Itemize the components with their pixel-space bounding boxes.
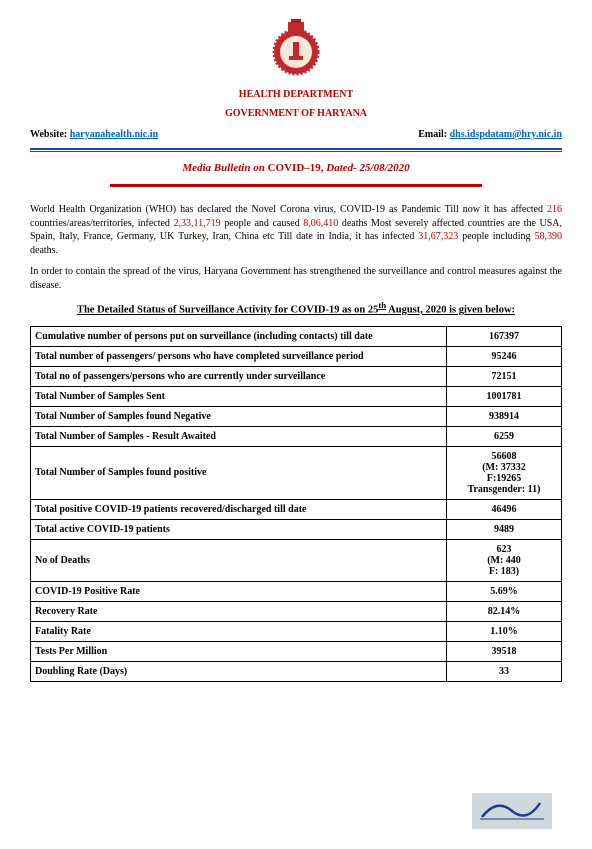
- divider-red: [110, 184, 482, 187]
- row-label: Total Number of Samples found Negative: [31, 406, 447, 426]
- row-value: 33: [447, 661, 562, 681]
- row-label: Tests Per Million: [31, 641, 447, 661]
- row-value: 1.10%: [447, 621, 562, 641]
- row-value: 6259: [447, 426, 562, 446]
- table-row: Cumulative number of persons put on surv…: [31, 326, 562, 346]
- row-value: 95246: [447, 346, 562, 366]
- divider-blue: [30, 148, 562, 152]
- row-label: Total Number of Samples found positive: [31, 446, 447, 499]
- table-row: Total Number of Samples found positive56…: [31, 446, 562, 499]
- bulletin-covid: COVID–19,: [268, 162, 327, 174]
- row-label: Cumulative number of persons put on surv…: [31, 326, 447, 346]
- table-row: Total active COVID-19 patients9489: [31, 519, 562, 539]
- heading-sup: th: [378, 300, 386, 310]
- row-label: Total Number of Samples Sent: [31, 386, 447, 406]
- intro-paragraph-1: World Health Organization (WHO) has decl…: [30, 203, 562, 257]
- bulletin-heading: Media Bulletin on COVID–19, Dated- 25/08…: [30, 162, 562, 174]
- row-label: Doubling Rate (Days): [31, 661, 447, 681]
- row-value: 5.69%: [447, 581, 562, 601]
- row-label: Total no of passengers/persons who are c…: [31, 366, 447, 386]
- signature-box: [472, 793, 552, 829]
- table-row: Doubling Rate (Days)33: [31, 661, 562, 681]
- website-label: Website:: [30, 129, 70, 140]
- table-row: Total Number of Samples found Negative93…: [31, 406, 562, 426]
- signature-icon: [472, 793, 552, 829]
- row-value: 167397: [447, 326, 562, 346]
- stat-infected-india: 31,67,323: [418, 231, 458, 242]
- intro-paragraph-2: In order to contain the spread of the vi…: [30, 265, 562, 292]
- table-row: COVID-19 Positive Rate5.69%: [31, 581, 562, 601]
- table-row: Total Number of Samples - Result Awaited…: [31, 426, 562, 446]
- stat-infected-global: 2,33,11,719: [174, 218, 221, 229]
- government-title: GOVERNMENT OF HARYANA: [30, 108, 562, 119]
- email-link[interactable]: dhs.idspdatam@hry.nic.in: [450, 129, 562, 140]
- heading-b: August, 2020 is given below:: [386, 305, 515, 316]
- table-row: Total Number of Samples Sent1001781: [31, 386, 562, 406]
- row-value: 9489: [447, 519, 562, 539]
- stat-deaths-global: 8,06,410: [303, 218, 338, 229]
- row-value: 72151: [447, 366, 562, 386]
- row-label: Total active COVID-19 patients: [31, 519, 447, 539]
- row-value: 1001781: [447, 386, 562, 406]
- stat-countries: 216: [547, 204, 562, 215]
- stat-deaths-india: 58,390: [535, 231, 563, 242]
- t: countries/areas/territories, infected: [30, 218, 174, 229]
- bulletin-dated: Dated- 25/08/2020: [326, 162, 409, 174]
- row-value: 39518: [447, 641, 562, 661]
- table-row: No of Deaths623(M: 440F: 183): [31, 539, 562, 581]
- t: World Health Organization (WHO) has decl…: [30, 204, 547, 215]
- table-row: Fatality Rate1.10%: [31, 621, 562, 641]
- table-row: Tests Per Million39518: [31, 641, 562, 661]
- row-label: Fatality Rate: [31, 621, 447, 641]
- bulletin-prefix: Media Bulletin on: [182, 162, 267, 174]
- row-label: Recovery Rate: [31, 601, 447, 621]
- heading-a: The Detailed Status of Surveillance Acti…: [77, 305, 378, 316]
- t: people including: [458, 231, 534, 242]
- row-label: No of Deaths: [31, 539, 447, 581]
- table-heading: The Detailed Status of Surveillance Acti…: [30, 300, 562, 316]
- row-label: Total Number of Samples - Result Awaited: [31, 426, 447, 446]
- surveillance-table: Cumulative number of persons put on surv…: [30, 326, 562, 682]
- email-label: Email:: [418, 129, 449, 140]
- table-row: Total number of passengers/ persons who …: [31, 346, 562, 366]
- row-value: 623(M: 440F: 183): [447, 539, 562, 581]
- contact-row: Website: haryanahealth.nic.in Email: dhs…: [30, 129, 562, 140]
- website-link[interactable]: haryanahealth.nic.in: [70, 129, 158, 140]
- row-value: 82.14%: [447, 601, 562, 621]
- t: deaths.: [30, 245, 58, 256]
- row-label: Total positive COVID-19 patients recover…: [31, 499, 447, 519]
- row-label: COVID-19 Positive Rate: [31, 581, 447, 601]
- row-value: 56608(M: 37332F:19265Transgender: 11): [447, 446, 562, 499]
- row-label: Total number of passengers/ persons who …: [31, 346, 447, 366]
- department-title: HEALTH DEPARTMENT: [30, 89, 562, 100]
- table-row: Recovery Rate82.14%: [31, 601, 562, 621]
- table-row: Total positive COVID-19 patients recover…: [31, 499, 562, 519]
- row-value: 938914: [447, 406, 562, 426]
- table-row: Total no of passengers/persons who are c…: [31, 366, 562, 386]
- emblem-area: [30, 18, 562, 83]
- state-emblem-icon: [266, 18, 326, 78]
- t: people and caused: [221, 218, 304, 229]
- row-value: 46496: [447, 499, 562, 519]
